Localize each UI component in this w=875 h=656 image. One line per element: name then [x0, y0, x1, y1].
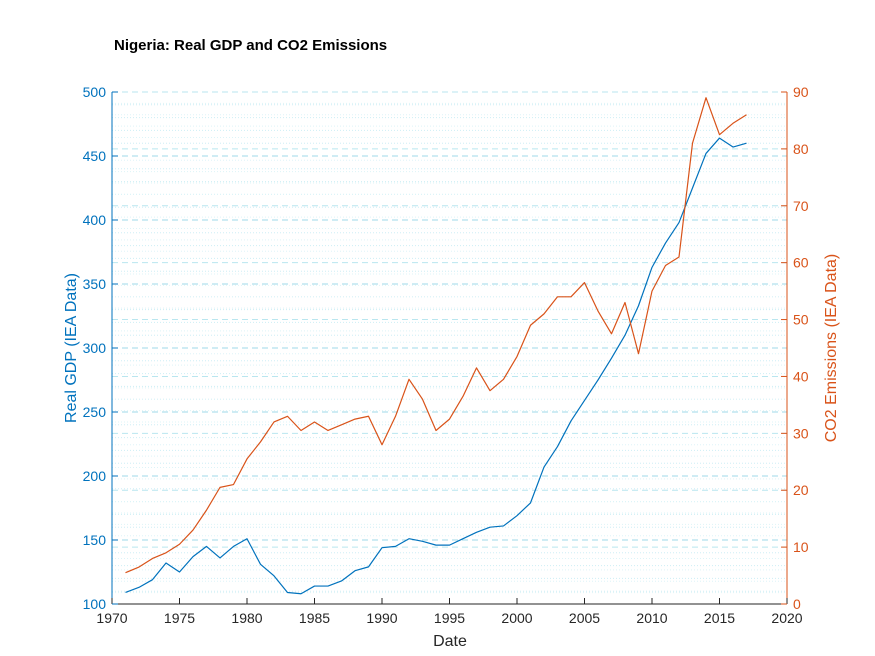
x-tick-label: 2015	[704, 610, 735, 626]
left-tick-label: 300	[83, 340, 107, 356]
left-tick-label: 450	[83, 148, 107, 164]
x-tick-label: 1980	[231, 610, 262, 626]
right-tick-label: 50	[793, 312, 809, 328]
right-axis-title: CO2 Emissions (IEA Data)	[823, 254, 840, 443]
right-tick-label: 30	[793, 425, 809, 441]
left-tick-label: 500	[83, 84, 107, 100]
right-tick-label: 80	[793, 141, 809, 157]
chart-title: Nigeria: Real GDP and CO2 Emissions	[114, 37, 387, 54]
x-tick-label: 1995	[434, 610, 465, 626]
x-axis-title: Date	[433, 633, 467, 650]
real-gdp-line	[125, 137, 747, 595]
x-tick-label: 2020	[771, 610, 802, 626]
series-group	[125, 97, 747, 595]
left-tick-label: 200	[83, 468, 107, 484]
left-tick-label: 400	[83, 212, 107, 228]
left-tick-label: 350	[83, 276, 107, 292]
right-tick-label: 20	[793, 482, 809, 498]
x-tick-label: 2005	[569, 610, 600, 626]
right-tick-label: 90	[793, 84, 809, 100]
x-tick-label: 1990	[366, 610, 397, 626]
x-tick-label: 1975	[164, 610, 195, 626]
right-tick-label: 10	[793, 539, 809, 555]
x-tick-label: 1985	[299, 610, 330, 626]
left-tick-label: 150	[83, 532, 107, 548]
x-tick-label: 1970	[96, 610, 127, 626]
left-axis-title: Real GDP (IEA Data)	[63, 273, 80, 423]
ticks: 1970 1975 1980 1985 1990 1995 2000 2005 2010 2015…	[83, 84, 809, 626]
right-tick-label: 70	[793, 198, 809, 214]
right-tick-label: 0	[793, 596, 801, 612]
right-tick-label: 40	[793, 368, 809, 384]
right-tick-label: 60	[793, 255, 809, 271]
left-tick-label: 250	[83, 404, 107, 420]
co2-emissions-line	[125, 97, 747, 574]
left-tick-label: 100	[83, 596, 107, 612]
x-tick-label: 2010	[636, 610, 667, 626]
grid	[112, 91, 787, 605]
x-tick-label: 2000	[501, 610, 532, 626]
